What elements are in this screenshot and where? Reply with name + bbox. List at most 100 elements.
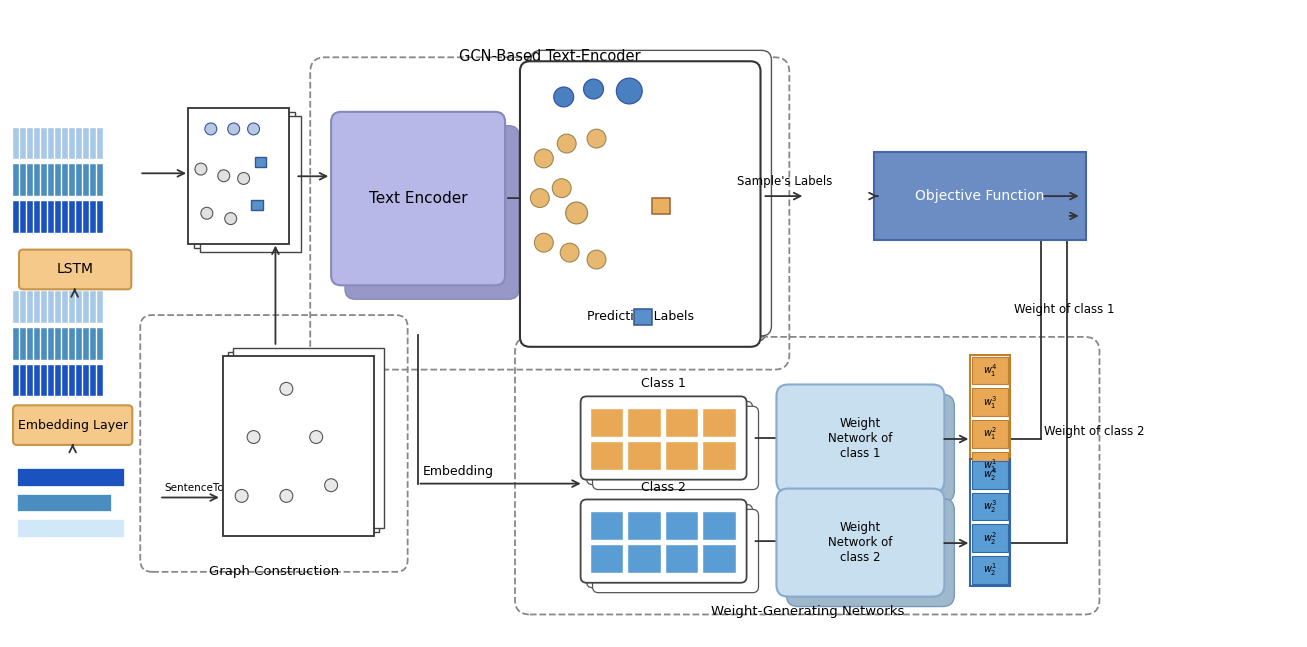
FancyBboxPatch shape [629, 409, 661, 437]
FancyBboxPatch shape [97, 328, 103, 360]
Circle shape [227, 123, 239, 135]
FancyBboxPatch shape [61, 164, 68, 196]
FancyBboxPatch shape [41, 201, 47, 233]
FancyBboxPatch shape [90, 291, 95, 323]
FancyBboxPatch shape [82, 127, 89, 159]
Circle shape [535, 149, 553, 168]
FancyBboxPatch shape [61, 127, 68, 159]
FancyBboxPatch shape [61, 365, 68, 397]
FancyBboxPatch shape [13, 164, 20, 196]
FancyBboxPatch shape [48, 164, 54, 196]
FancyBboxPatch shape [97, 164, 103, 196]
FancyBboxPatch shape [27, 201, 33, 233]
Text: Class 1: Class 1 [642, 377, 686, 390]
FancyBboxPatch shape [591, 409, 623, 437]
Circle shape [566, 202, 588, 224]
FancyBboxPatch shape [703, 512, 736, 540]
FancyBboxPatch shape [41, 328, 47, 360]
FancyBboxPatch shape [41, 164, 47, 196]
FancyBboxPatch shape [591, 545, 623, 573]
Circle shape [247, 123, 260, 135]
FancyBboxPatch shape [61, 201, 68, 233]
Circle shape [247, 430, 260, 443]
Text: Text Encoder: Text Encoder [369, 191, 468, 206]
Text: Weight
Network of
class 2: Weight Network of class 2 [829, 521, 893, 564]
FancyBboxPatch shape [629, 442, 661, 470]
Circle shape [324, 479, 337, 492]
FancyBboxPatch shape [591, 512, 623, 540]
Text: GCN-Based Text-Encoder: GCN-Based Text-Encoder [459, 49, 640, 64]
FancyBboxPatch shape [76, 164, 82, 196]
Text: Weight-Generating Networks: Weight-Generating Networks [711, 604, 904, 618]
FancyBboxPatch shape [27, 365, 33, 397]
FancyBboxPatch shape [82, 328, 89, 360]
Text: $w_1^4$: $w_1^4$ [983, 362, 997, 379]
Circle shape [205, 123, 217, 135]
FancyBboxPatch shape [20, 250, 131, 289]
Circle shape [617, 78, 642, 104]
FancyBboxPatch shape [17, 468, 124, 486]
FancyBboxPatch shape [82, 164, 89, 196]
Text: Embedding: Embedding [422, 465, 494, 477]
FancyBboxPatch shape [776, 488, 945, 597]
FancyBboxPatch shape [970, 355, 1010, 481]
FancyBboxPatch shape [34, 365, 41, 397]
FancyBboxPatch shape [634, 309, 652, 325]
Text: Class 2: Class 2 [642, 481, 686, 494]
FancyBboxPatch shape [55, 164, 61, 196]
FancyBboxPatch shape [55, 127, 61, 159]
FancyBboxPatch shape [874, 153, 1086, 240]
FancyBboxPatch shape [48, 365, 54, 397]
Circle shape [557, 134, 576, 153]
FancyBboxPatch shape [17, 494, 111, 511]
FancyBboxPatch shape [34, 201, 41, 233]
FancyBboxPatch shape [76, 201, 82, 233]
FancyBboxPatch shape [345, 126, 519, 299]
FancyBboxPatch shape [587, 505, 753, 587]
FancyBboxPatch shape [227, 352, 379, 532]
FancyBboxPatch shape [69, 291, 74, 323]
FancyBboxPatch shape [76, 127, 82, 159]
FancyBboxPatch shape [76, 365, 82, 397]
FancyBboxPatch shape [20, 291, 26, 323]
FancyBboxPatch shape [13, 405, 132, 445]
FancyBboxPatch shape [972, 452, 1008, 479]
FancyBboxPatch shape [13, 291, 20, 323]
FancyBboxPatch shape [972, 556, 1008, 584]
Circle shape [225, 213, 237, 225]
FancyBboxPatch shape [90, 201, 95, 233]
Circle shape [235, 490, 248, 502]
FancyBboxPatch shape [76, 328, 82, 360]
Circle shape [280, 490, 293, 502]
FancyBboxPatch shape [629, 545, 661, 573]
FancyBboxPatch shape [97, 365, 103, 397]
FancyBboxPatch shape [652, 198, 670, 214]
FancyBboxPatch shape [55, 365, 61, 397]
FancyBboxPatch shape [48, 201, 54, 233]
FancyBboxPatch shape [592, 509, 758, 593]
Text: Sample's Labels: Sample's Labels [737, 175, 833, 188]
FancyBboxPatch shape [69, 127, 74, 159]
Circle shape [280, 382, 293, 395]
FancyBboxPatch shape [13, 328, 20, 360]
FancyBboxPatch shape [55, 328, 61, 360]
FancyBboxPatch shape [972, 356, 1008, 384]
FancyBboxPatch shape [61, 291, 68, 323]
FancyBboxPatch shape [82, 201, 89, 233]
FancyBboxPatch shape [525, 56, 766, 342]
FancyBboxPatch shape [17, 520, 124, 537]
FancyBboxPatch shape [27, 291, 33, 323]
FancyBboxPatch shape [200, 116, 302, 252]
FancyBboxPatch shape [20, 164, 26, 196]
FancyBboxPatch shape [48, 328, 54, 360]
FancyBboxPatch shape [48, 291, 54, 323]
FancyBboxPatch shape [629, 512, 661, 540]
FancyBboxPatch shape [27, 164, 33, 196]
FancyBboxPatch shape [787, 395, 954, 503]
FancyBboxPatch shape [331, 112, 505, 285]
FancyBboxPatch shape [591, 442, 623, 470]
FancyBboxPatch shape [580, 499, 746, 583]
Circle shape [584, 79, 604, 99]
FancyBboxPatch shape [55, 291, 61, 323]
FancyBboxPatch shape [972, 524, 1008, 552]
